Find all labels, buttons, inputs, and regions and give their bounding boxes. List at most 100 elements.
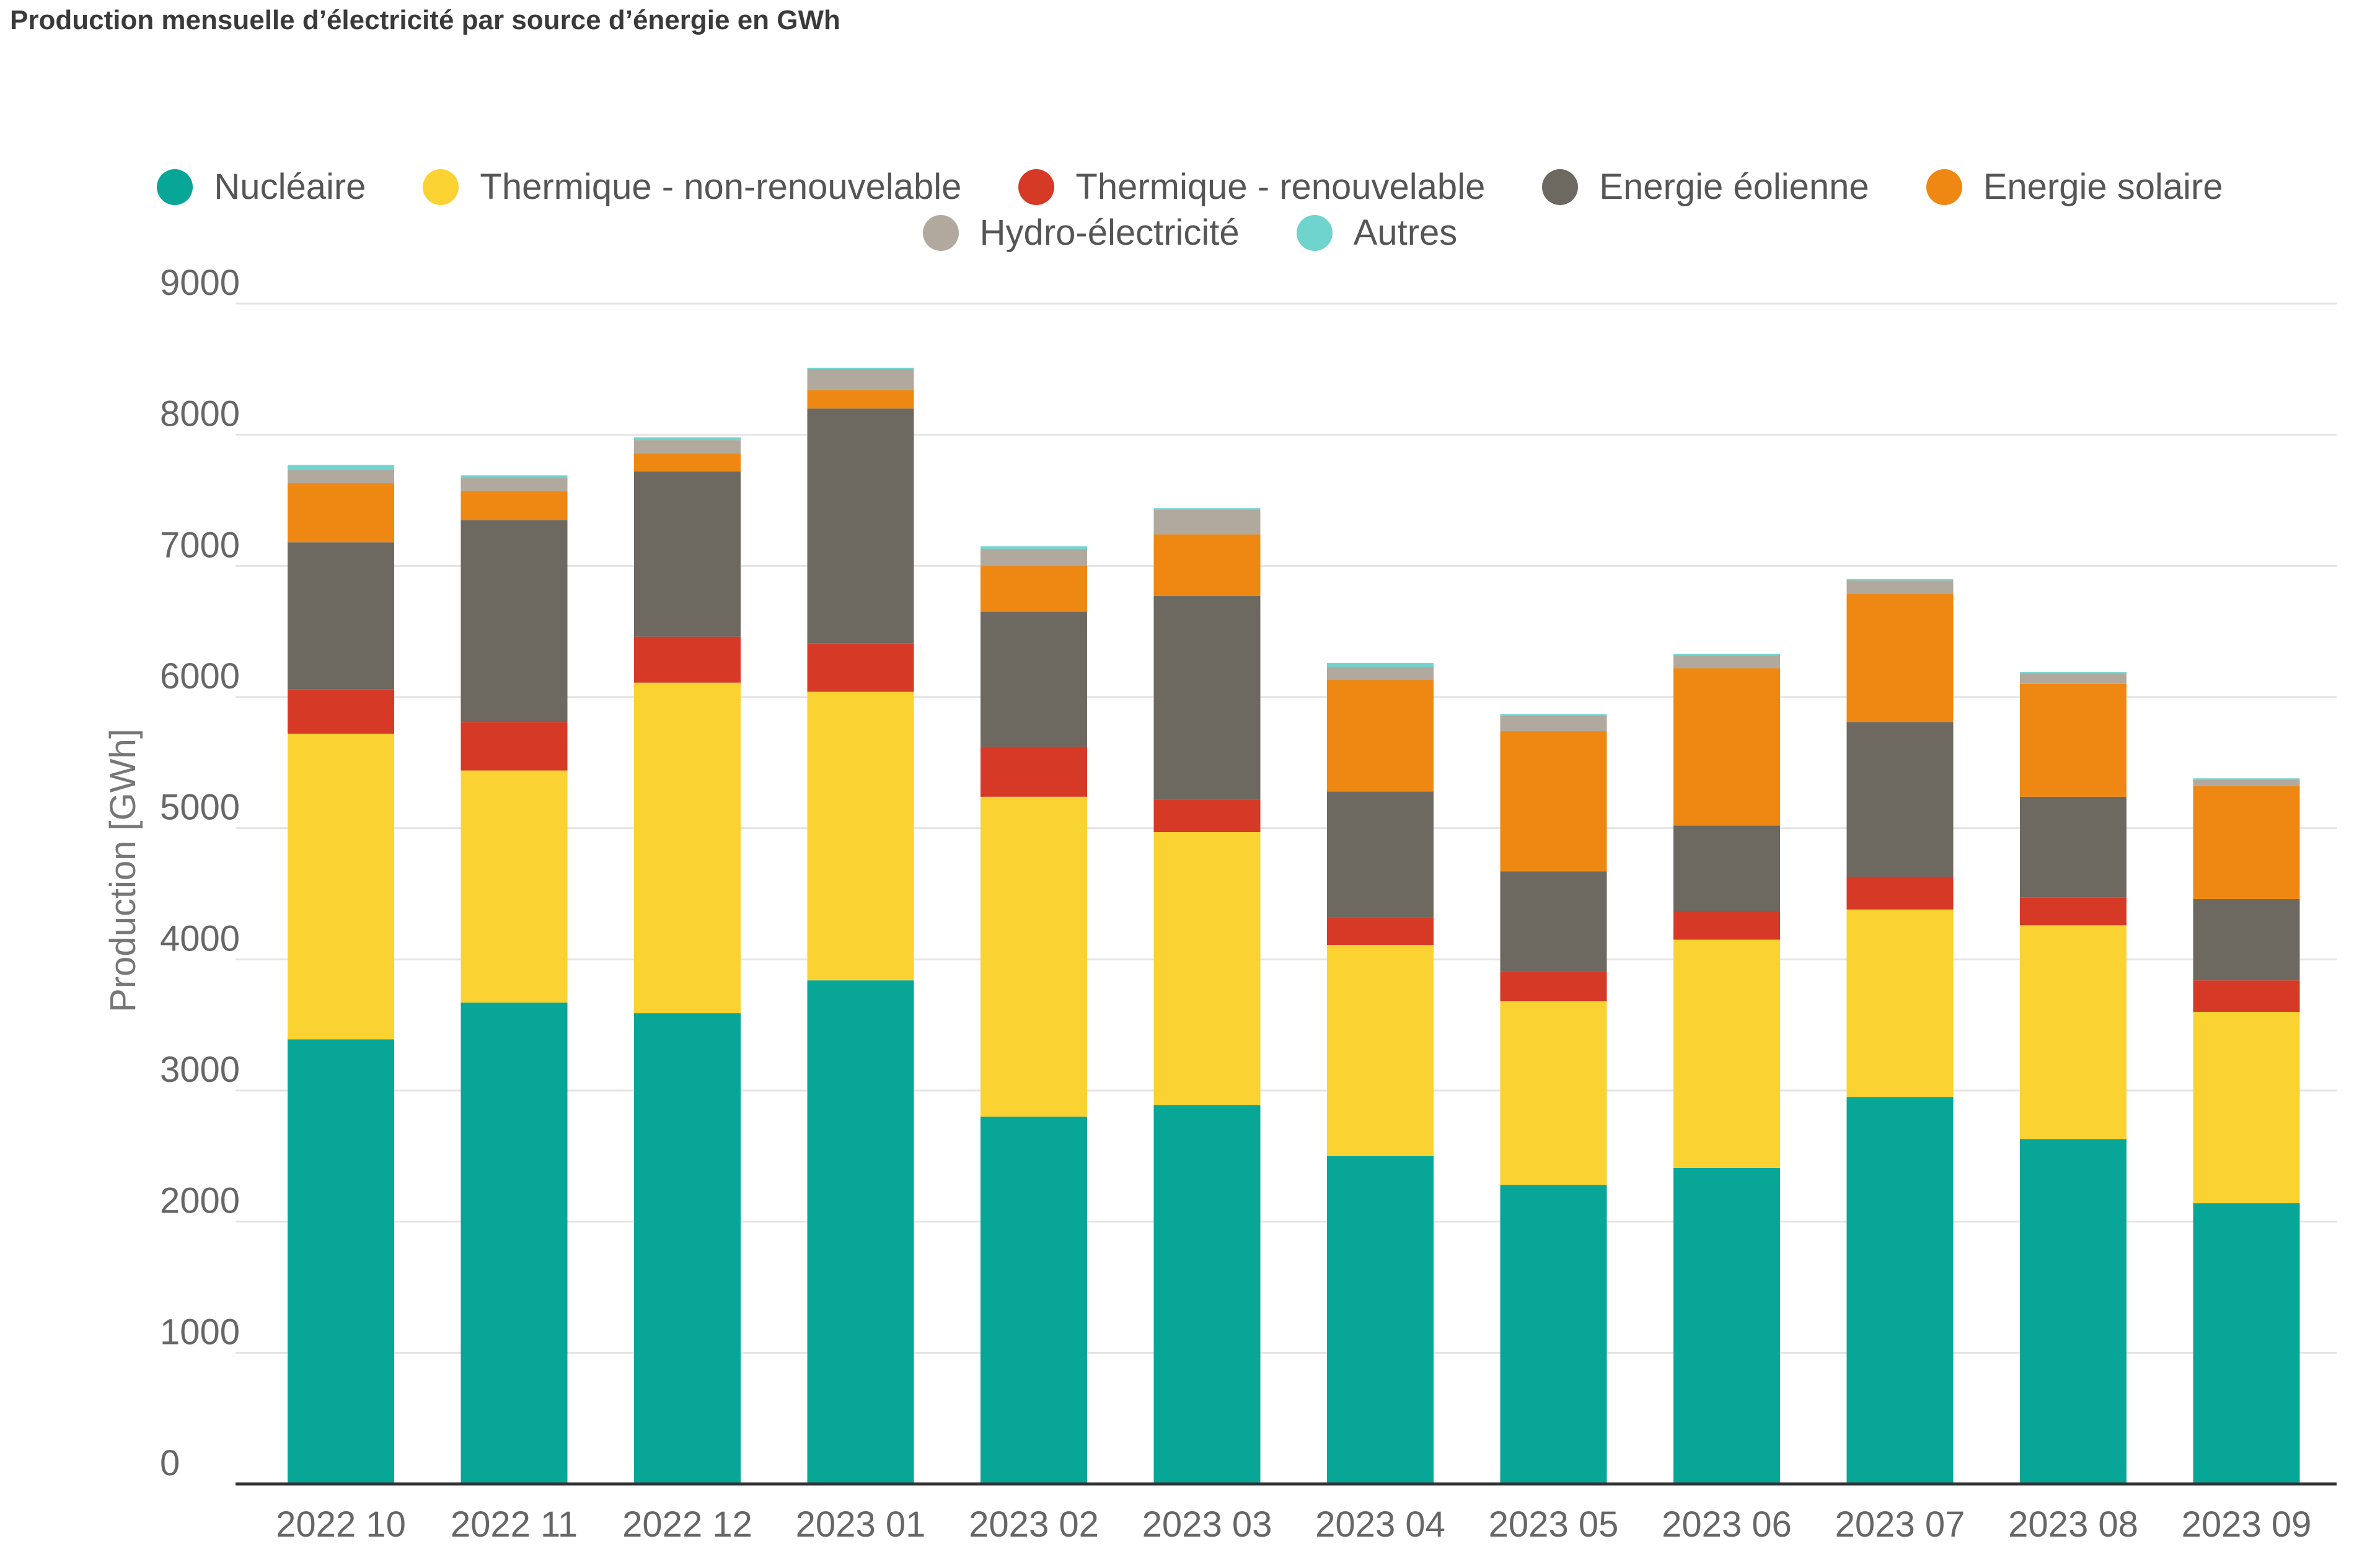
bar-segment	[461, 478, 568, 491]
x-tick-label: 2023 06	[1662, 1504, 1792, 1545]
legend-label: Thermique - non-renouvelable	[480, 167, 962, 207]
bar-segment	[1327, 680, 1434, 792]
bar-segment	[1846, 579, 1954, 581]
legend-item-energie-eolienne[interactable]: Energie éolienne	[1542, 166, 1869, 208]
bar-segment	[1846, 593, 1954, 722]
x-tick-label: 2023 03	[1142, 1504, 1272, 1545]
bar-segment	[1500, 731, 1607, 872]
bar-segment	[288, 689, 394, 734]
bar-segment	[461, 491, 568, 520]
chart-title: Production mensuelle d’électricité par s…	[10, 5, 840, 35]
bars	[288, 367, 2300, 1484]
bar-segment	[1500, 715, 1607, 732]
x-tick-label: 2023 04	[1315, 1504, 1445, 1545]
bar-segment	[2193, 786, 2300, 899]
bar-segment	[807, 691, 914, 981]
legend-label: Energie solaire	[1983, 167, 2223, 207]
bar-segment	[288, 1039, 394, 1484]
bar-segment	[1500, 971, 1607, 1002]
bar-segment	[1153, 508, 1261, 510]
bar-segment	[807, 367, 914, 369]
y-tick-label: 0	[160, 1443, 180, 1483]
bar-segment	[2020, 1139, 2127, 1484]
bar-segment	[2193, 980, 2300, 1012]
legend-item-thermique-non-renouvelable[interactable]: Thermique - non-renouvelable	[423, 166, 961, 208]
bar-segment	[1673, 939, 1780, 1168]
x-tick-label: 2022 11	[451, 1504, 578, 1545]
bar-segment	[461, 475, 568, 478]
bar-segment	[1327, 1156, 1434, 1484]
legend-label: Thermique - renouvelable	[1075, 167, 1486, 207]
bar-segment	[461, 1003, 568, 1484]
legend-swatch-hydro-electricite	[922, 214, 959, 251]
bar-segment	[807, 390, 914, 409]
legend-item-energie-solaire[interactable]: Energie solaire	[1926, 166, 2223, 208]
bar-segment	[1327, 917, 1434, 946]
bar-segment	[2193, 779, 2300, 786]
bar-segment	[1846, 722, 1954, 877]
bar-segment	[1153, 534, 1261, 597]
bar-segment	[2020, 796, 2127, 898]
bar-segment	[634, 453, 741, 472]
bar-segment	[807, 408, 914, 644]
bar-segment	[2193, 1012, 2300, 1204]
bar-segment	[2020, 683, 2127, 797]
bar-segment	[1673, 911, 1780, 940]
bar-segment	[807, 980, 914, 1484]
legend-item-hydro-electricite[interactable]: Hydro-électricité	[922, 212, 1240, 253]
x-tick-label: 2023 07	[1835, 1504, 1965, 1545]
bar-segment	[634, 437, 741, 441]
bar-segment	[461, 722, 568, 771]
bar-segment	[2193, 1203, 2300, 1484]
bar-segment	[2020, 925, 2127, 1139]
bar-segment	[1673, 668, 1780, 826]
y-tick-label: 8000	[160, 394, 240, 434]
bar-segment	[981, 1117, 1087, 1484]
legend-swatch-nucleaire	[157, 169, 193, 205]
bar-segment	[2020, 897, 2127, 926]
legend-row-1: Nucléaire Thermique - non-renouvelable T…	[0, 166, 2380, 208]
y-tick-label: 3000	[160, 1050, 240, 1090]
x-tick-label: 2023 01	[796, 1504, 926, 1545]
bar-segment	[1153, 799, 1261, 833]
bar-segment	[634, 682, 741, 1014]
x-tick-label: 2023 05	[1489, 1504, 1619, 1545]
bar-segment	[981, 796, 1087, 1117]
bar-segment	[807, 369, 914, 390]
bar-segment	[1500, 1185, 1607, 1484]
bar-segment	[981, 612, 1087, 747]
bar-segment	[288, 465, 394, 470]
bar-segment	[807, 643, 914, 692]
legend-label: Autres	[1353, 213, 1458, 253]
bar-segment	[1673, 1167, 1780, 1484]
bar-segment	[1846, 580, 1954, 594]
bar-segment	[634, 1013, 741, 1484]
bar-segment	[1673, 654, 1780, 656]
bar-segment	[461, 770, 568, 1003]
y-tick-label: 7000	[160, 525, 240, 565]
bar-segment	[1153, 596, 1261, 800]
bar-segment	[288, 470, 394, 483]
bar-segment	[1846, 1097, 1954, 1484]
legend-swatch-thermique-renouvelable	[1018, 169, 1055, 205]
legend-item-autres[interactable]: Autres	[1296, 212, 1458, 253]
bar-segment	[1327, 945, 1434, 1156]
bar-segment	[2020, 672, 2127, 674]
x-tick-label: 2022 10	[276, 1504, 406, 1545]
gridlines	[236, 302, 2337, 1354]
legend-item-thermique-renouvelable[interactable]: Thermique - renouvelable	[1018, 166, 1485, 208]
bar-segment	[634, 471, 741, 637]
legend-swatch-autres	[1296, 214, 1333, 251]
bar-segment	[1153, 832, 1261, 1105]
bar-segment	[634, 440, 741, 454]
bar-segment	[1500, 871, 1607, 972]
legend-item-nucleaire[interactable]: Nucléaire	[157, 166, 366, 208]
bar-segment	[1846, 909, 1954, 1097]
x-tick-label: 2023 02	[969, 1504, 1099, 1545]
bar-segment	[288, 734, 394, 1040]
bar-segment	[288, 483, 394, 543]
legend-label: Nucléaire	[214, 167, 366, 207]
bar-segment	[1673, 825, 1780, 911]
bar-segment	[1673, 655, 1780, 669]
